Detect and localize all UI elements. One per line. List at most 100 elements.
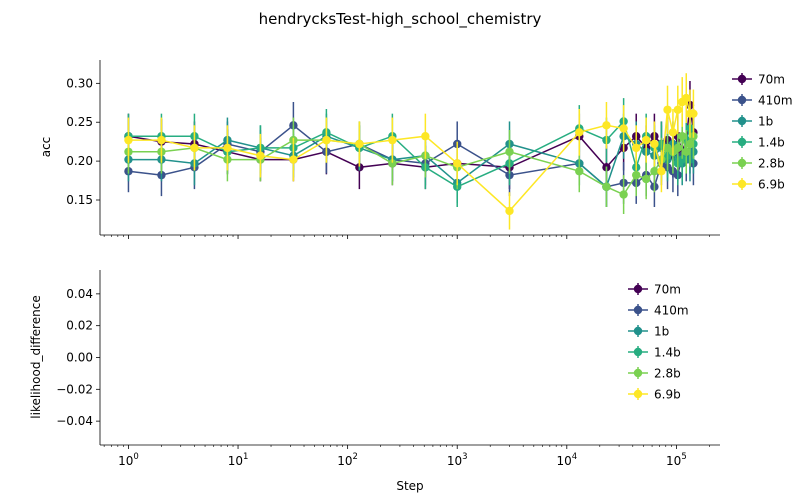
data-point bbox=[632, 170, 641, 180]
x-tick-label: 103 bbox=[447, 452, 468, 468]
x-tick-label: 104 bbox=[556, 452, 577, 468]
data-point bbox=[619, 124, 628, 133]
data-point bbox=[673, 143, 682, 153]
data-point bbox=[682, 147, 691, 156]
data-point bbox=[657, 167, 666, 176]
data-point bbox=[602, 121, 611, 130]
data-point bbox=[668, 128, 678, 137]
data-point bbox=[124, 135, 133, 145]
legend-marker bbox=[633, 326, 643, 336]
legend-label: 1b bbox=[758, 115, 773, 129]
legend-item-2.8b: 2.8b bbox=[628, 367, 681, 381]
legend-item-6.9b: 6.9b bbox=[732, 178, 785, 192]
legend-marker bbox=[633, 347, 643, 357]
data-point bbox=[421, 132, 430, 141]
legend-item-410m: 410m bbox=[628, 304, 689, 318]
legend-item-70m: 70m bbox=[628, 283, 681, 297]
legend-label: 6.9b bbox=[654, 388, 681, 402]
data-point bbox=[685, 139, 695, 149]
data-point bbox=[641, 135, 651, 145]
data-point bbox=[575, 128, 584, 137]
data-point bbox=[650, 139, 659, 149]
series-2.8b bbox=[124, 113, 698, 214]
series-line-410m bbox=[128, 124, 695, 189]
legend-item-1b: 1b bbox=[628, 325, 669, 339]
data-point bbox=[678, 155, 687, 164]
acc-y-tick-label: 0.30 bbox=[66, 76, 93, 90]
data-point bbox=[157, 135, 166, 145]
acc-panel: 0.15 0.20 0.25 0.30 acc 70m 410m 1b 1.4b 2.8b 6.… bbox=[39, 60, 793, 239]
legend-label: 6.9b bbox=[758, 178, 785, 192]
data-point bbox=[575, 167, 584, 176]
legend-label: 70m bbox=[758, 73, 785, 87]
legend-label: 410m bbox=[758, 94, 793, 108]
data-point bbox=[355, 139, 364, 149]
legend-marker bbox=[633, 368, 643, 378]
acc-y-tick-label: 0.25 bbox=[66, 115, 93, 129]
x-tick-label: 101 bbox=[228, 452, 249, 468]
data-point bbox=[673, 105, 682, 114]
likelihood-y-tick-label: −0.04 bbox=[56, 414, 93, 428]
legend-marker bbox=[633, 284, 643, 294]
legend-item-2.8b: 2.8b bbox=[732, 157, 785, 171]
legend-item-1.4b: 1.4b bbox=[628, 346, 681, 360]
data-point bbox=[289, 155, 298, 164]
likelihood-y-axis-label: likelihood_difference bbox=[29, 295, 43, 418]
data-point bbox=[453, 159, 462, 168]
x-tick-label: 105 bbox=[666, 452, 687, 468]
legend-item-1b: 1b bbox=[732, 115, 773, 129]
data-point bbox=[322, 135, 331, 145]
likelihood-panel: −0.04−0.020.000.020.04 100 101 102 103 104 10… bbox=[29, 270, 720, 493]
likelihood-y-tick-label: −0.02 bbox=[56, 382, 93, 396]
legend-marker bbox=[633, 305, 643, 315]
data-point bbox=[602, 182, 611, 191]
data-point bbox=[223, 143, 232, 153]
legend-marker bbox=[737, 74, 747, 84]
legend-label: 2.8b bbox=[758, 157, 785, 171]
x-tick-label: 100 bbox=[118, 452, 139, 468]
acc-y-ticks: 0.15 0.20 0.25 0.30 bbox=[66, 76, 100, 207]
x-tick-label: 102 bbox=[337, 452, 358, 468]
legend-label: 70m bbox=[654, 283, 681, 297]
legend-item-1.4b: 1.4b bbox=[732, 136, 785, 150]
data-point bbox=[682, 93, 691, 103]
data-point bbox=[388, 135, 397, 145]
data-point bbox=[689, 109, 698, 118]
x-axis-label: Step bbox=[396, 479, 423, 493]
legend-item-70m: 70m bbox=[732, 73, 785, 87]
legend-marker bbox=[737, 95, 747, 105]
acc-y-axis-label: acc bbox=[39, 137, 53, 158]
likelihood-y-tick-label: 0.02 bbox=[66, 319, 93, 333]
legend-item-410m: 410m bbox=[732, 94, 793, 108]
legend-marker bbox=[737, 158, 747, 168]
legend-marker bbox=[737, 137, 747, 147]
acc-y-tick-label: 0.15 bbox=[66, 193, 93, 207]
data-point bbox=[388, 159, 397, 168]
legend-marker bbox=[737, 116, 747, 126]
acc-legend: 70m 410m 1b 1.4b 2.8b 6.9b bbox=[732, 73, 793, 192]
legend-label: 1.4b bbox=[654, 346, 681, 360]
data-point bbox=[256, 151, 265, 160]
likelihood-x-ticks: 100 101 102 103 104 105 bbox=[103, 445, 710, 468]
likelihood-y-tick-label: 0.00 bbox=[66, 351, 93, 365]
acc-plot-area bbox=[124, 73, 698, 230]
data-point bbox=[505, 147, 514, 156]
legend-marker bbox=[737, 179, 747, 189]
data-point bbox=[505, 206, 514, 216]
acc-y-tick-label: 0.20 bbox=[66, 154, 93, 168]
legend-label: 2.8b bbox=[654, 367, 681, 381]
series-6.9b bbox=[124, 73, 698, 230]
legend-marker bbox=[633, 389, 643, 399]
data-point bbox=[632, 143, 641, 153]
data-point bbox=[619, 190, 628, 199]
acc-x-ticks bbox=[103, 235, 710, 239]
legend-item-6.9b: 6.9b bbox=[628, 388, 681, 402]
data-point bbox=[641, 174, 651, 184]
data-point bbox=[678, 132, 687, 141]
chart-title: hendrycksTest-high_school_chemistry bbox=[259, 10, 542, 29]
data-point bbox=[650, 167, 659, 176]
legend-label: 1b bbox=[654, 325, 669, 339]
data-point bbox=[663, 105, 672, 114]
likelihood-y-tick-label: 0.04 bbox=[66, 287, 93, 301]
